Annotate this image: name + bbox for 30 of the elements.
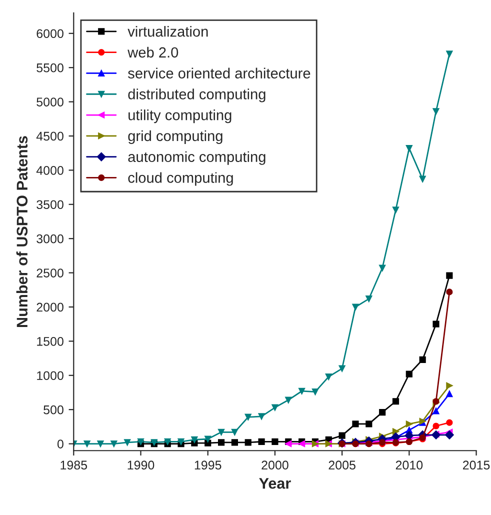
y-tick-label: 500 (44, 405, 64, 414)
y-tick-label: 2500 (36, 268, 64, 278)
legend-label: service oriented architecture (128, 68, 310, 78)
legend-label: web 2.0 (128, 46, 178, 58)
legend-label: autonomic computing (128, 151, 266, 165)
legend-label: grid computing (128, 130, 222, 144)
legend-label: virtualization (128, 26, 208, 37)
x-tick-label: 2000 (262, 460, 288, 470)
y-tick-label: 3500 (36, 200, 64, 210)
x-tick-label: 2015 (462, 460, 490, 470)
y-tick-label: 1500 (37, 336, 64, 346)
y-axis-title: Number of USPTO Patents (16, 136, 28, 327)
x-axis-title: Year (259, 478, 291, 489)
y-tick-label: 0 (57, 440, 64, 448)
y-tick-label: 4000 (36, 166, 64, 175)
y-tick-label: 6000 (36, 29, 64, 38)
x-tick-label: 1995 (194, 460, 222, 470)
y-tick-label: 2000 (36, 302, 64, 312)
y-tick-label: 4500 (36, 132, 64, 141)
y-tick-label: 5000 (36, 98, 64, 106)
y-tick-label: 5500 (36, 63, 64, 72)
x-tick-label: 2010 (396, 460, 423, 470)
y-tick-label: 3000 (36, 234, 64, 244)
x-tick-label: 1990 (128, 460, 154, 470)
legend-label: utility computing (128, 110, 232, 124)
x-tick-label: 1985 (60, 460, 88, 470)
legend-label: distributed computing (128, 88, 266, 102)
x-tick-label: 2005 (328, 460, 356, 470)
y-tick-label: 1000 (37, 371, 64, 380)
legend-label: cloud computing (128, 172, 233, 186)
